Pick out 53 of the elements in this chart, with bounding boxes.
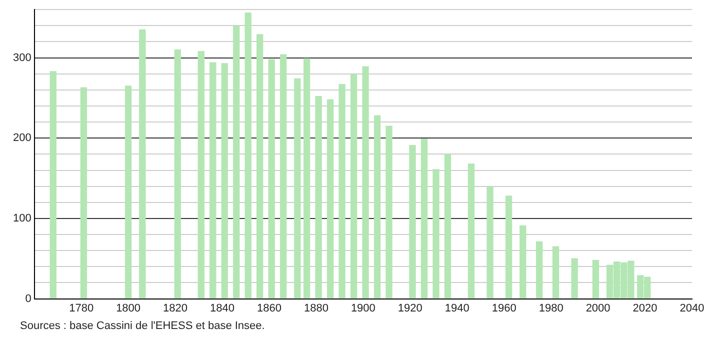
bar	[505, 196, 512, 299]
bar	[124, 86, 132, 299]
bar	[139, 29, 146, 299]
bar	[468, 164, 475, 299]
x-tick-label: 2040	[680, 302, 704, 314]
x-tick-label: 1920	[398, 302, 422, 314]
bar	[303, 58, 310, 299]
x-tick-label: 1860	[256, 302, 282, 314]
bar	[244, 12, 252, 299]
bar	[50, 71, 56, 299]
bar	[409, 145, 416, 299]
bar	[198, 51, 204, 299]
source-note: Sources : base Cassini de l'EHESS et base Insee.	[20, 320, 265, 332]
x-tick-label: 1780	[69, 302, 94, 314]
bar	[444, 154, 452, 299]
bar	[350, 74, 358, 299]
bar	[294, 78, 301, 299]
bar	[571, 258, 578, 299]
bar	[486, 186, 494, 299]
x-tick-label: 1960	[492, 302, 516, 314]
y-tick-label: 0	[25, 292, 32, 305]
y-tick-label: 100	[12, 212, 32, 224]
bar	[374, 115, 381, 299]
bar	[174, 49, 181, 299]
x-tick-label: 1940	[444, 302, 470, 314]
bar	[233, 25, 240, 299]
bar	[268, 59, 275, 299]
bar	[362, 66, 369, 299]
bar	[315, 96, 322, 299]
bar	[536, 241, 543, 299]
bar	[432, 169, 440, 299]
x-tick-label: 2020	[632, 302, 658, 314]
x-tick-label: 1980	[538, 302, 564, 314]
bar	[386, 126, 392, 299]
x-tick-label: 1800	[116, 302, 141, 314]
bar	[338, 84, 346, 299]
y-tick-label: 200	[12, 132, 32, 144]
x-tick-label: 1820	[163, 302, 188, 314]
bar	[256, 34, 264, 299]
bar	[221, 63, 228, 299]
bar	[420, 138, 428, 299]
bar	[326, 99, 334, 299]
x-tick-label: 1840	[210, 302, 234, 314]
x-tick-label: 2000	[586, 302, 610, 314]
bar	[280, 54, 287, 299]
x-tick-label: 1880	[304, 302, 328, 314]
bar	[80, 87, 88, 299]
bar	[552, 246, 560, 299]
bar	[520, 225, 526, 299]
y-tick-label: 300	[12, 52, 32, 64]
bar	[210, 62, 216, 299]
x-tick-label: 1900	[350, 302, 376, 314]
bar	[592, 260, 600, 299]
